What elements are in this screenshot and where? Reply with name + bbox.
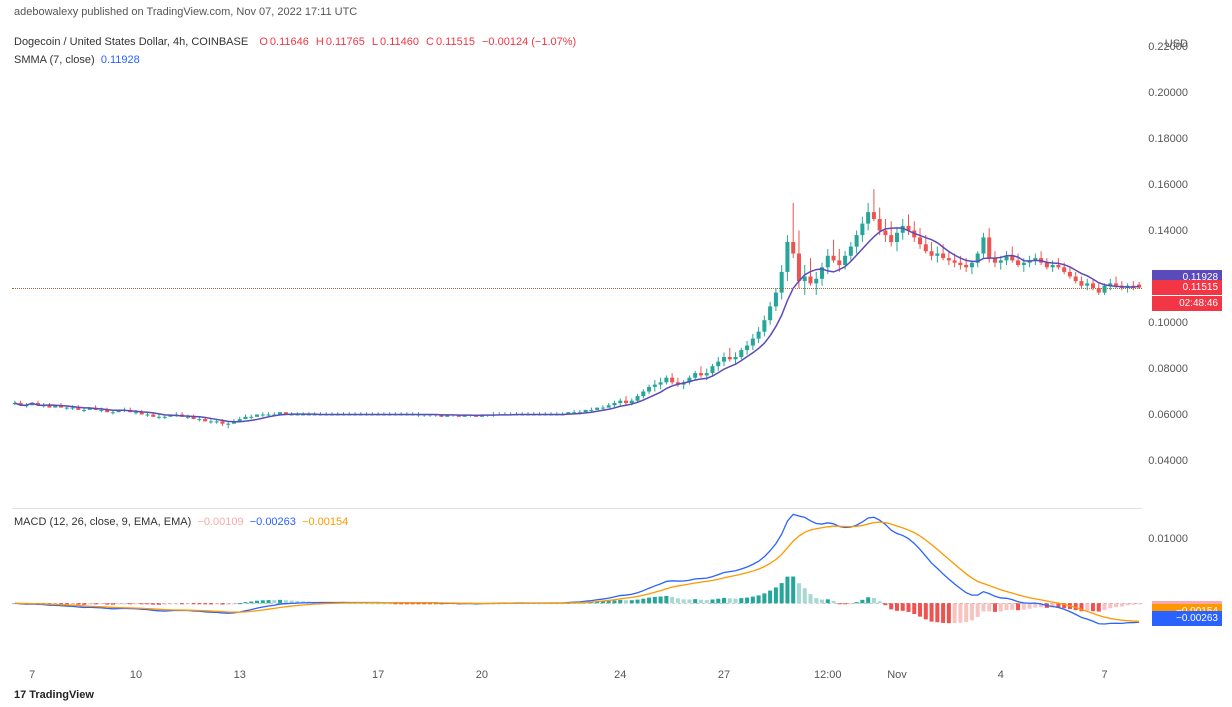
price-tag: 0.11515: [1152, 280, 1222, 295]
y-tick-label: 0.18000: [1148, 133, 1188, 145]
y-tick-label: 0.16000: [1148, 179, 1188, 191]
publish-info: adebowalexy published on TradingView.com…: [14, 6, 357, 18]
x-tick-label: Nov: [887, 669, 907, 681]
x-tick-label: 24: [614, 669, 626, 681]
tradingview-logo: 17 TradingView: [14, 689, 94, 701]
macd-chart[interactable]: [12, 508, 1142, 640]
y-tick-label: 0.22000: [1148, 41, 1188, 53]
x-tick-label: 7: [1101, 669, 1107, 681]
x-tick-label: 20: [476, 669, 488, 681]
x-tick-label: 13: [234, 669, 246, 681]
x-tick-label: 27: [718, 669, 730, 681]
price-chart[interactable]: [12, 35, 1142, 495]
macd-tag: −0.00263: [1152, 611, 1222, 626]
y-tick-label: 0.20000: [1148, 87, 1188, 99]
y-tick-label: 0.06000: [1148, 409, 1188, 421]
price-tag: 02:48:46: [1152, 296, 1222, 311]
last-price-line: [12, 288, 1142, 289]
y-tick-label: 0.14000: [1148, 225, 1188, 237]
x-tick-label: 17: [372, 669, 384, 681]
x-tick-label: 4: [998, 669, 1004, 681]
y-tick-label: 0.10000: [1148, 317, 1188, 329]
x-tick-label: 12:00: [814, 669, 842, 681]
y-tick-label: 0.04000: [1148, 455, 1188, 467]
y-tick-label: 0.08000: [1148, 363, 1188, 375]
x-tick-label: 10: [130, 669, 142, 681]
macd-y-tick: 0.01000: [1148, 533, 1188, 545]
x-tick-label: 7: [29, 669, 35, 681]
